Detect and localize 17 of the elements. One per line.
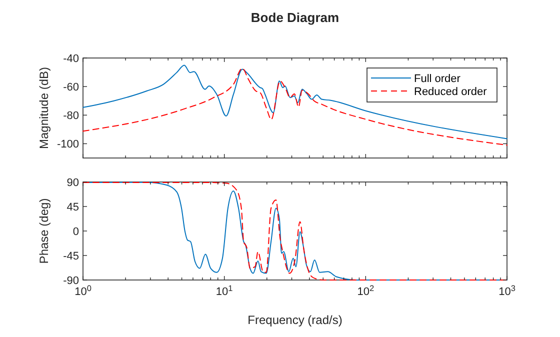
x-tick-label: 10$^{1}$ <box>216 284 234 298</box>
y-axis-title: Magnitude (dB) <box>37 66 51 150</box>
x-tick-label: 10$^{2}$ <box>357 284 374 298</box>
y-tick-label: -100 <box>56 138 79 151</box>
y-tick-label: -80 <box>63 110 79 122</box>
y-tick-label: -40 <box>63 53 79 65</box>
y-axis-title: Phase (deg) <box>37 198 51 264</box>
y-tick-label: -45 <box>63 250 79 262</box>
legend-label: Full order <box>414 73 461 85</box>
y-tick-label: 0 <box>72 226 79 238</box>
chart-title: Bode Diagram <box>250 10 340 25</box>
x-tick-label: 10$^{3}$ <box>498 284 516 298</box>
x-axis-title: Frequency (rad/s) <box>248 313 342 327</box>
y-tick-label: -60 <box>63 82 79 94</box>
legend-label: Reduced order <box>414 86 488 98</box>
y-tick-label: 45 <box>66 202 79 214</box>
y-tick-label: 90 <box>66 177 79 189</box>
